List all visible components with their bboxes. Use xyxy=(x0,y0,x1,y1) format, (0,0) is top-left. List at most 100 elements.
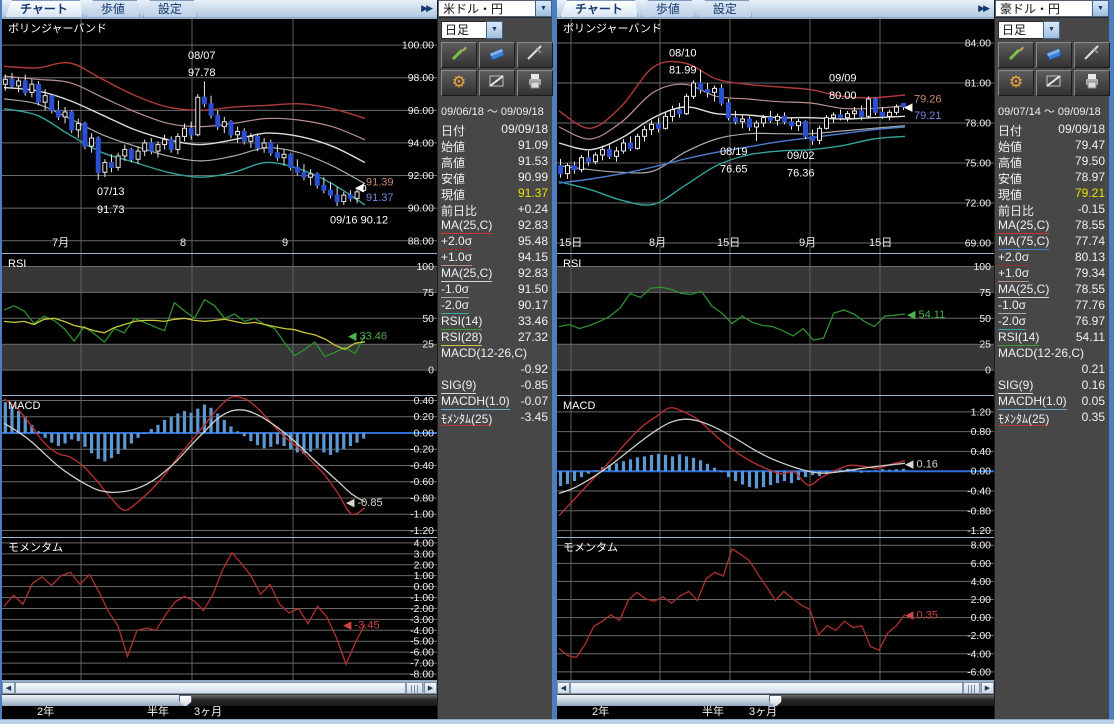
y-axis-label: 25 xyxy=(979,339,991,351)
tab-settings[interactable]: 設定 xyxy=(698,0,752,17)
period-2year-button[interactable]: 2年 xyxy=(592,706,610,718)
y-axis-label: 3.00 xyxy=(414,548,435,560)
chevron-down-icon[interactable]: ▼ xyxy=(1043,21,1060,39)
info-label: ﾓﾒﾝﾀﾑ(25) xyxy=(998,412,1050,426)
info-row: 前日比 +0.24 xyxy=(438,202,552,218)
scroll-right-icon[interactable]: ▶ xyxy=(981,682,994,694)
chart-annotation: ◀ xyxy=(355,182,364,194)
chart-pane-macd[interactable]: 0.40 0.20 0.00 -0.20 -0.40 -0.60 -0.80 -1.00 -1.… xyxy=(2,395,437,537)
info-label: +1.0σ xyxy=(441,250,473,266)
line-erase-button[interactable] xyxy=(517,42,553,68)
tab-tick[interactable]: 歩値 xyxy=(86,0,140,17)
currency-pair-select[interactable]: 米ドル・円 ▼ xyxy=(438,0,552,18)
gear-button[interactable]: ⚙ xyxy=(998,70,1034,96)
tab-settings[interactable]: 設定 xyxy=(143,0,197,17)
y-axis-label: 6.00 xyxy=(971,558,992,570)
scroll-right-icon[interactable]: ▶ xyxy=(424,682,437,694)
scrollbar-grip[interactable] xyxy=(406,682,423,694)
pencil-button[interactable] xyxy=(998,42,1034,68)
y-axis-label: 100 xyxy=(973,261,991,273)
chart-pane-rsi[interactable]: 100 75 50 25 0 RSI ◀ 33.46 xyxy=(2,253,437,395)
info-row: MA(75,C) 77.74 xyxy=(995,234,1109,250)
y-axis-label: 100.00 xyxy=(402,40,434,52)
info-label: 現値 xyxy=(998,188,1023,202)
info-label: SIG(9) xyxy=(998,378,1034,394)
line-erase-button[interactable] xyxy=(1074,42,1110,68)
chevron-down-icon[interactable]: ▼ xyxy=(486,21,503,39)
scrollbar-grip[interactable] xyxy=(963,682,980,694)
tab-tick[interactable]: 歩値 xyxy=(641,0,695,17)
info-value: 78.97 xyxy=(1074,170,1105,184)
printer-button[interactable] xyxy=(1074,70,1110,96)
y-axis-label: 92.00 xyxy=(408,170,434,182)
chart-pane-bollinger[interactable]: 84.00 81.00 78.00 75.00 72.00 69.00 15日 8月 15日 9月… xyxy=(557,18,994,253)
info-row: 安値 90.99 xyxy=(438,170,552,186)
chart-annotation: 09/16 90.12 xyxy=(330,215,388,227)
chart-annotation: 08/19 xyxy=(720,146,748,158)
y-axis-label: 2.00 xyxy=(971,594,992,606)
period-2year-button[interactable]: 2年 xyxy=(37,706,55,718)
info-value: 79.47 xyxy=(1074,138,1105,152)
period-halfyear-button[interactable]: 半年 xyxy=(702,706,724,718)
forward-arrows-icon[interactable]: ▶▶ xyxy=(421,3,433,13)
info-value: 0.21 xyxy=(1081,362,1105,376)
timeframe-select[interactable]: 日足 ▼ xyxy=(441,21,503,39)
date-range: 09/06/18 ～ 09/09/18 xyxy=(441,106,544,118)
chart-pane-rsi[interactable]: 100 75 50 25 0 RSI ◀ 54.11 xyxy=(557,253,994,395)
chart-pane-momentum[interactable]: 4.00 3.00 2.00 1.00 0.00 -1.00 -2.00 -3.00 -4.00… xyxy=(2,537,437,680)
period-3month-button[interactable]: 3ヶ月 xyxy=(194,706,223,718)
chart-annotation: 91.39 xyxy=(366,177,394,189)
info-row: MA(25,C) 78.55 xyxy=(995,282,1109,298)
printer-button[interactable] xyxy=(517,70,553,96)
scroll-left-icon[interactable]: ◀ xyxy=(2,682,15,694)
chart-pane-bollinger[interactable]: 100.00 98.00 96.00 94.00 92.00 90.00 88.00 7月 8 9… xyxy=(2,18,437,253)
chart-pane-macd[interactable]: 1.20 0.80 0.40 0.00 -0.40 -0.80 -1.20 MACD ◀ 0.1… xyxy=(557,395,994,537)
period-range-slider[interactable] xyxy=(557,694,994,707)
chart-pane-momentum[interactable]: 8.00 6.00 4.00 2.00 0.00 -2.00 -4.00 -6.00 モメンタム… xyxy=(557,537,994,680)
horizontal-scrollbar[interactable]: ◀ ▶ xyxy=(2,680,437,694)
x-axis-label: 9 xyxy=(282,237,288,249)
gear-button[interactable]: ⚙ xyxy=(441,70,477,96)
pencil-button[interactable] xyxy=(441,42,477,68)
trendline-button[interactable] xyxy=(479,70,515,96)
currency-pair-select[interactable]: 豪ドル・円 ▼ xyxy=(995,0,1109,18)
info-label: MACDH(1.0) xyxy=(998,394,1067,410)
tab-chart[interactable]: チャート xyxy=(560,0,638,17)
eraser-button[interactable] xyxy=(479,42,515,68)
info-row: 安値 78.97 xyxy=(995,170,1109,186)
info-value: 09/09/18 xyxy=(501,122,548,136)
y-axis-label: -6.00 xyxy=(967,666,991,678)
eraser-icon xyxy=(1044,43,1064,68)
chart-toolbar: ⚙ xyxy=(997,41,1111,97)
y-axis-label: -3.00 xyxy=(410,614,434,626)
grip-lines-icon xyxy=(967,685,976,693)
chevron-down-icon[interactable]: ▼ xyxy=(535,0,552,17)
timeframe-select[interactable]: 日足 ▼ xyxy=(998,21,1060,39)
eraser-button[interactable] xyxy=(1036,42,1072,68)
y-axis-label: -5.00 xyxy=(410,636,434,648)
trendline-icon xyxy=(1044,71,1064,96)
period-3month-button[interactable]: 3ヶ月 xyxy=(749,706,778,718)
scroll-left-icon[interactable]: ◀ xyxy=(557,682,570,694)
period-halfyear-button[interactable]: 半年 xyxy=(147,706,169,718)
scrollbar-thumb[interactable] xyxy=(15,682,406,694)
tab-chart[interactable]: チャート xyxy=(5,0,83,17)
line-erase-icon xyxy=(1082,43,1102,68)
info-value: 91.53 xyxy=(517,154,548,168)
y-axis-label: 0.00 xyxy=(414,427,435,439)
info-label: -1.0σ xyxy=(441,282,470,298)
trendline-button[interactable] xyxy=(1036,70,1072,96)
period-range-slider[interactable] xyxy=(2,694,437,707)
chart-annotation: ◀ xyxy=(904,101,913,113)
info-label: 日付 xyxy=(441,124,466,138)
y-axis-label: 50 xyxy=(422,313,434,325)
chevron-down-icon[interactable]: ▼ xyxy=(1092,0,1109,17)
y-axis-label: 0.40 xyxy=(971,446,992,458)
info-value: 79.34 xyxy=(1074,266,1105,280)
forward-arrows-icon[interactable]: ▶▶ xyxy=(978,3,990,13)
chart-annotation: 97.78 xyxy=(188,67,216,79)
info-row: MA(25,C) 92.83 xyxy=(438,218,552,234)
scrollbar-thumb[interactable] xyxy=(570,682,963,694)
info-value: 09/09/18 xyxy=(1058,122,1105,136)
horizontal-scrollbar[interactable]: ◀ ▶ xyxy=(557,680,994,694)
